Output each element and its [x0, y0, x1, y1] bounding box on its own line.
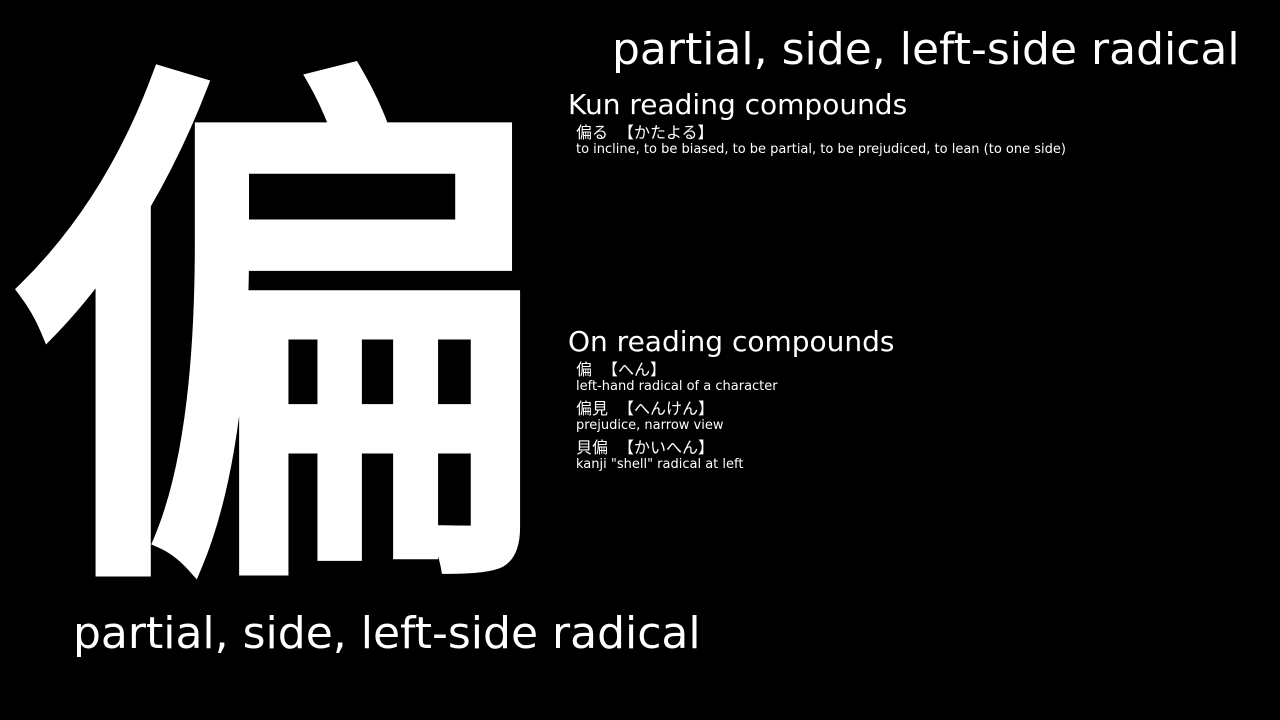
compound-word: 貝偏 — [576, 438, 609, 457]
compound-gloss: kanji "shell" radical at left — [576, 457, 744, 472]
on-compound-entry: 偏【へん】 left-hand radical of a character — [576, 360, 895, 395]
kanji-character: 偏 — [10, 26, 550, 654]
meaning-header: partial, side, left-side radical — [612, 24, 1240, 75]
compound-reading: 【かいへん】 — [618, 438, 715, 457]
on-reading-section: On reading compounds 偏【へん】 left-hand rad… — [568, 325, 895, 478]
compound-word: 偏見 — [576, 399, 609, 418]
compound-gloss: to incline, to be biased, to be partial,… — [576, 142, 1066, 157]
compound-gloss: left-hand radical of a character — [576, 379, 778, 394]
compound-reading: 【へんけん】 — [618, 399, 715, 418]
meaning-footer: partial, side, left-side radical — [73, 608, 701, 659]
on-compound-entry: 偏見 【へんけん】 prejudice, narrow view — [576, 399, 895, 434]
compound-word: 偏る — [576, 123, 609, 142]
kun-reading-section: Kun reading compounds 偏る 【かたよる】 to inclin… — [568, 88, 1066, 163]
kun-compound-entry: 偏る 【かたよる】 to incline, to be biased, to be… — [576, 123, 1066, 158]
on-compound-entry: 貝偏 【かいへん】 kanji "shell" radical at left — [576, 438, 895, 473]
on-section-title: On reading compounds — [568, 325, 895, 358]
kun-section-title: Kun reading compounds — [568, 88, 908, 121]
compound-reading: 【へん】 — [602, 360, 667, 379]
compound-reading: 【かたよる】 — [618, 123, 714, 142]
compound-gloss: prejudice, narrow view — [576, 418, 724, 433]
compound-word: 偏 — [576, 360, 593, 379]
